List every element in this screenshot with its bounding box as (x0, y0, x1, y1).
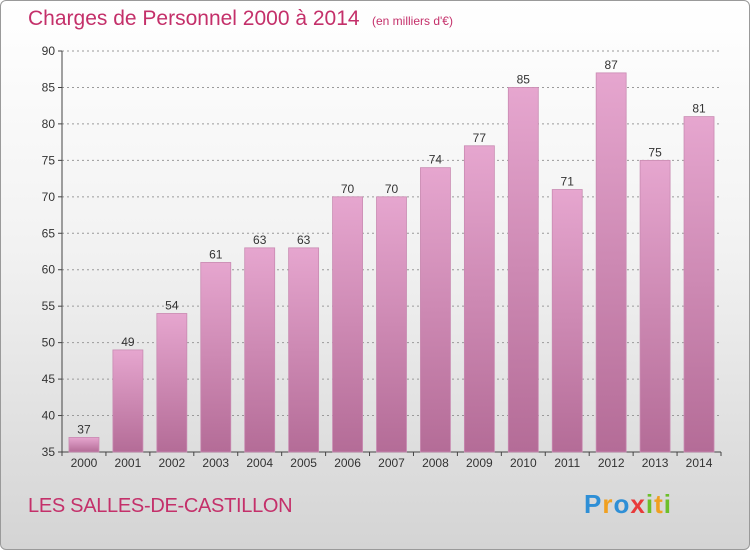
x-tick-label: 2000 (71, 456, 98, 470)
bar-2010[interactable] (507, 87, 539, 453)
logo-letter: t (654, 489, 664, 519)
bar-2008[interactable] (420, 167, 451, 453)
proxiti-logo[interactable]: Proxiti (584, 489, 672, 520)
bar-2011[interactable] (551, 189, 583, 453)
chart-subtitle: (en milliers d'€) (372, 14, 453, 28)
data-label: 49 (121, 335, 135, 349)
bar-2004[interactable] (244, 247, 276, 453)
y-tick-label: 65 (42, 226, 56, 240)
y-tick-label: 60 (42, 263, 56, 277)
data-label: 85 (517, 72, 531, 86)
y-tick-label: 35 (42, 445, 56, 459)
logo-letter: i (663, 489, 672, 519)
logo-letter: o (613, 489, 631, 519)
data-label: 70 (341, 182, 355, 196)
bar-2013[interactable] (639, 159, 671, 453)
chart-title: Charges de Personnel 2000 à 2014 (28, 7, 360, 30)
y-tick-label: 55 (42, 299, 56, 313)
x-tick-label: 2003 (202, 456, 229, 470)
data-label: 63 (253, 233, 267, 247)
x-tick-label: 2005 (290, 456, 317, 470)
y-tick-label: 45 (42, 372, 56, 386)
bar-2007[interactable] (376, 196, 407, 453)
y-tick-label: 80 (42, 117, 56, 131)
bar-2000[interactable] (68, 437, 100, 453)
bar-2012[interactable] (595, 72, 627, 453)
x-tick-label: 2011 (554, 456, 580, 470)
x-tick-label: 2008 (422, 456, 449, 470)
x-tick-label: 2001 (115, 456, 142, 470)
data-label: 61 (209, 247, 223, 261)
x-tick-label: 2004 (246, 456, 273, 470)
data-label: 54 (165, 298, 179, 312)
logo-letter: i (645, 489, 655, 519)
labels: 35 40 45 50 55 60 65 70 75 80 85 90 2000 37 2001 49 2002… (42, 44, 713, 470)
y-tick-label: 75 (42, 153, 56, 167)
data-label: 70 (385, 182, 399, 196)
y-tick-label: 40 (42, 409, 56, 423)
data-label: 77 (473, 131, 487, 145)
data-label: 75 (648, 145, 662, 159)
x-tick-label: 2010 (510, 456, 537, 470)
logo-letter: P (584, 489, 603, 519)
x-tick-label: 2009 (466, 456, 493, 470)
data-label: 81 (692, 102, 706, 116)
y-tick-label: 50 (42, 336, 56, 350)
y-tick-label: 85 (42, 80, 56, 94)
y-tick-label: 90 (42, 44, 56, 58)
logo-letter: r (602, 489, 614, 519)
x-tick-label: 2006 (334, 456, 361, 470)
bar-2006[interactable] (332, 196, 363, 453)
data-label: 71 (561, 175, 575, 189)
bar-2005[interactable] (288, 247, 320, 453)
x-tick-label: 2012 (598, 456, 625, 470)
commune-name: LES SALLES-DE-CASTILLON (28, 495, 293, 517)
data-label: 37 (77, 422, 91, 436)
bar-2002[interactable] (156, 313, 188, 453)
logo-letter: x (630, 489, 646, 519)
bars (68, 72, 715, 453)
x-tick-label: 2002 (158, 456, 185, 470)
bar-2009[interactable] (463, 145, 495, 453)
x-tick-label: 2007 (378, 456, 405, 470)
bar-2003[interactable] (200, 262, 232, 453)
bar-2001[interactable] (112, 349, 144, 453)
x-tick-label: 2014 (686, 456, 713, 470)
bar-2014[interactable] (683, 116, 715, 453)
data-label: 87 (604, 58, 618, 72)
data-label: 63 (297, 233, 311, 247)
x-tick-label: 2013 (642, 456, 669, 470)
y-tick-label: 70 (42, 190, 56, 204)
data-label: 74 (429, 153, 443, 167)
